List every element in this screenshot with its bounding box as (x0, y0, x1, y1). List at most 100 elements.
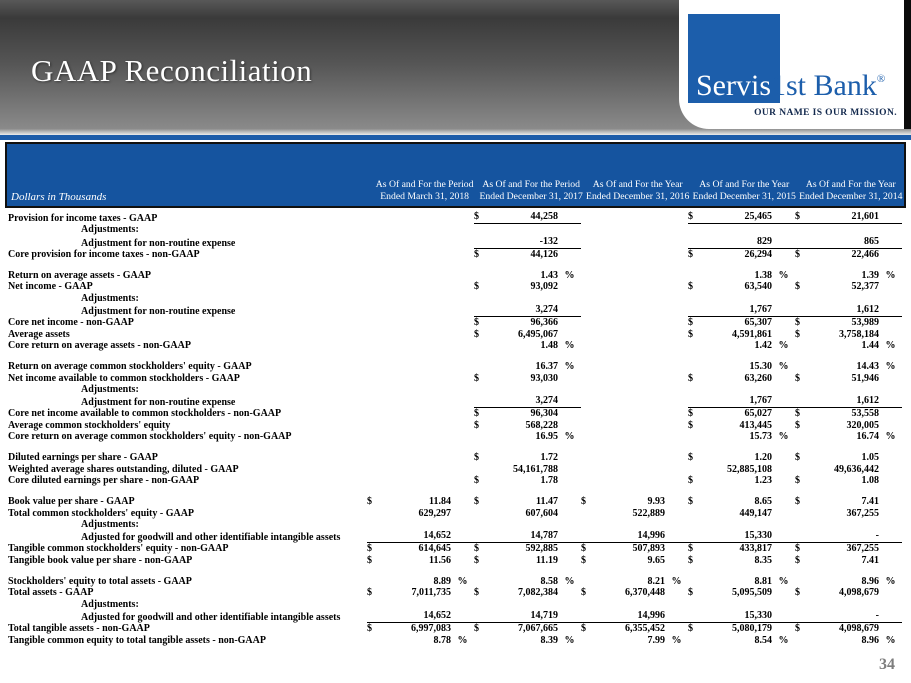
page-number: 34 (879, 656, 895, 673)
row-label: Tangible common equity to total tangible… (8, 634, 266, 646)
section-spacer (5, 442, 906, 452)
cell-value: 592,885 (525, 543, 559, 555)
dollar-sign: $ (474, 452, 479, 464)
value-cell: 1.44% (795, 340, 902, 351)
value-cell: 1,767 (688, 304, 795, 318)
dollar-sign: $ (474, 281, 479, 293)
value-cell: 15,330 (688, 530, 795, 544)
dollar-sign: $ (474, 419, 479, 431)
cell-value: 1.23 (754, 474, 773, 486)
table-row: Total assets - GAAP $7,011,735 $7,082,384 $… (5, 587, 906, 598)
right-edge-bar (904, 0, 911, 129)
cell-value: - (875, 609, 879, 621)
cell-value: 7.99 (647, 634, 666, 646)
dollar-sign: $ (367, 587, 372, 599)
value-cell: $53,989 (795, 317, 902, 328)
cell-value: - (875, 530, 879, 542)
cell-value: 9.65 (647, 554, 666, 566)
percent-sign: % (671, 634, 682, 646)
value-cell: $8.65 (688, 496, 795, 507)
value-cell: 8.54% (688, 635, 795, 646)
value-cell: 8.89% (367, 576, 474, 587)
value-cell: 1.48% (474, 340, 581, 351)
row-label: Core net income - non-GAAP (8, 317, 134, 329)
value-cell: - (795, 530, 902, 544)
row-label: Weighted average shares outstanding, dil… (8, 463, 239, 475)
cell-value: -132 (539, 235, 558, 247)
cell-value: 54,161,788 (513, 463, 558, 475)
value-cell: $7,067,665 (474, 623, 581, 634)
table-row: Core return on average common stockholde… (5, 431, 906, 442)
value-cell: $1.05 (795, 452, 902, 463)
cell-value: 1.48 (540, 339, 559, 351)
value-cell: $25,465 (688, 211, 795, 225)
cell-value: 607,604 (525, 507, 559, 519)
dollar-sign: $ (795, 452, 800, 464)
value-cell: 607,604 (474, 508, 581, 519)
cell-value: 93,030 (530, 372, 559, 384)
cell-value: 1,767 (749, 304, 773, 316)
cell-value: 14,787 (530, 530, 559, 542)
cell-value: 6,495,067 (518, 328, 558, 340)
cell-value: 8.21 (647, 576, 666, 588)
dollar-sign: $ (688, 587, 693, 599)
value-cell: 8.21% (581, 576, 688, 587)
value-cell: $11.56 (367, 555, 474, 566)
dollar-sign: $ (795, 248, 800, 260)
logo-1stbank-text: 1st Bank (771, 69, 877, 102)
section-spacer (5, 351, 906, 361)
cell-value: 8.89 (433, 576, 452, 588)
value-cell: 14,652 (367, 610, 474, 624)
dollar-sign: $ (581, 623, 586, 635)
percent-sign: % (778, 634, 789, 646)
cell-value: 1.38 (754, 270, 773, 282)
row-label: Total tangible assets - non-GAAP (8, 623, 150, 635)
value-cell: $44,126 (474, 249, 581, 260)
cell-value: 65,027 (744, 408, 773, 420)
dollar-sign: $ (795, 587, 800, 599)
value-cell: $96,366 (474, 317, 581, 328)
cell-value: 21,601 (851, 211, 880, 222)
dollar-sign: $ (474, 474, 479, 486)
value-cell: $7,082,384 (474, 587, 581, 598)
dollar-sign: $ (795, 543, 800, 555)
dollar-sign: $ (367, 554, 372, 566)
cell-value: 7,082,384 (518, 587, 558, 599)
dollar-sign: $ (474, 248, 479, 260)
dollar-sign: $ (795, 419, 800, 431)
percent-sign: % (564, 576, 575, 588)
dollar-sign: $ (581, 543, 586, 555)
dollar-sign: $ (474, 623, 479, 635)
row-label: Adjustment for non-routine expense (81, 237, 236, 249)
value-cell: $44,258 (474, 211, 581, 225)
dollar-sign: $ (367, 623, 372, 635)
column-header-2014: As Of and For the Year Ended December 31… (799, 179, 903, 203)
value-cell: $7,011,735 (367, 587, 474, 598)
dollar-sign: $ (474, 543, 479, 555)
cell-value: 15.73 (749, 431, 773, 443)
dollar-sign: $ (688, 317, 693, 329)
dollar-sign: $ (474, 211, 479, 222)
cell-value: 367,255 (846, 507, 880, 519)
value-cell: 1.38% (688, 270, 795, 281)
row-label: Stockholders' equity to total assets - G… (8, 576, 192, 588)
cell-value: 1,612 (856, 395, 880, 407)
column-header-2018: As Of and For the Period Ended March 31,… (375, 179, 474, 203)
table-row: Adjustments: (5, 599, 906, 610)
cell-value: 7,067,665 (518, 623, 558, 635)
dollar-sign: $ (474, 554, 479, 566)
percent-sign: % (885, 339, 896, 351)
value-cell: $6,495,067 (474, 329, 581, 340)
cell-value: 6,997,083 (411, 623, 451, 635)
value-cell: 8.96% (795, 576, 902, 587)
value-cell: 54,161,788 (474, 464, 581, 475)
dollar-sign: $ (795, 408, 800, 420)
cell-value: 8.65 (754, 496, 773, 508)
silver-divider (0, 129, 911, 135)
column-header-2017: As Of and For the Period Ended December … (479, 179, 583, 203)
value-cell: 449,147 (688, 508, 795, 519)
cell-value: 413,445 (739, 419, 773, 431)
cell-value: 15,330 (744, 530, 773, 542)
value-cell: 522,889 (581, 508, 688, 519)
value-cell: 16.37% (474, 361, 581, 372)
